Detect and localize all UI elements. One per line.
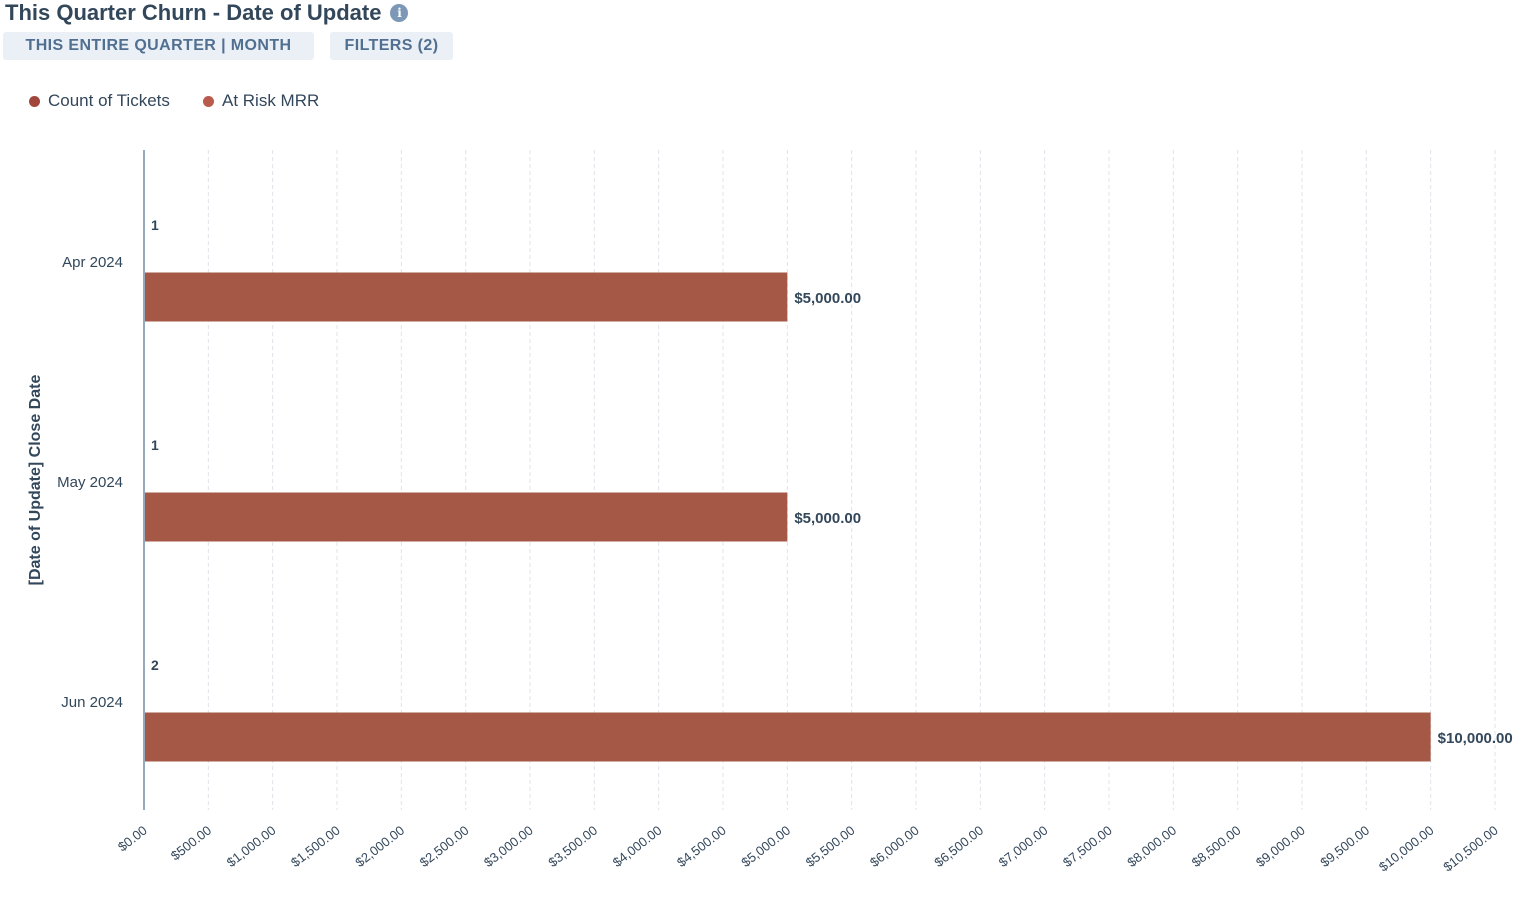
- data-label-mrr: $10,000.00: [1438, 730, 1513, 747]
- y-category-label: May 2024: [57, 474, 123, 491]
- bar-at-risk-mrr[interactable]: [145, 492, 788, 542]
- bar-at-risk-mrr[interactable]: [145, 712, 1431, 762]
- x-tick-label: $8,500.00: [1189, 823, 1244, 870]
- chart-title: This Quarter Churn - Date of Update: [5, 0, 382, 25]
- date-range-filter-button[interactable]: THIS ENTIRE QUARTER | MONTH: [3, 32, 314, 60]
- x-tick-label: $7,500.00: [1060, 823, 1115, 870]
- x-tick-label: $9,000.00: [1253, 823, 1308, 870]
- x-tick-label: $500.00: [168, 823, 214, 864]
- legend-item-count-of-tickets[interactable]: Count of Tickets: [29, 90, 170, 112]
- y-category-label: Apr 2024: [62, 254, 123, 271]
- x-tick-label: $7,000.00: [996, 823, 1051, 870]
- chart-header: This Quarter Churn - Date of Update i: [5, 0, 409, 26]
- x-tick-label: $5,500.00: [803, 823, 858, 870]
- data-label-mrr: $5,000.00: [794, 510, 861, 527]
- x-tick-label: $1,500.00: [288, 823, 343, 870]
- data-label-count: 1: [151, 217, 159, 233]
- data-label-count: 2: [151, 657, 159, 673]
- legend-label-count: Count of Tickets: [48, 91, 170, 110]
- x-tick-label: $6,500.00: [931, 823, 986, 870]
- x-tick-label: $8,000.00: [1124, 823, 1179, 870]
- x-tick-label: $2,000.00: [352, 823, 407, 870]
- data-label-count: 1: [151, 437, 159, 453]
- x-tick-label: $3,500.00: [545, 823, 600, 870]
- data-label-mrr: $5,000.00: [794, 290, 861, 307]
- x-tick-label: $4,500.00: [674, 823, 729, 870]
- x-tick-label: $5,000.00: [738, 823, 793, 870]
- legend-label-mrr: At Risk MRR: [222, 91, 320, 110]
- x-tick-label: $0.00: [115, 823, 150, 855]
- x-tick-label: $9,500.00: [1317, 823, 1372, 870]
- legend-dot-mrr: [203, 95, 214, 107]
- x-tick-label: $2,500.00: [417, 823, 472, 870]
- x-tick-label: $3,000.00: [481, 823, 536, 870]
- x-tick-label: $4,000.00: [610, 823, 665, 870]
- legend-item-at-risk-mrr[interactable]: At Risk MRR: [203, 90, 319, 112]
- legend-dot-count: [29, 95, 40, 107]
- filters-button[interactable]: FILTERS (2): [330, 32, 453, 60]
- x-tick-label: $10,000.00: [1376, 823, 1437, 875]
- bar-at-risk-mrr[interactable]: [145, 272, 788, 322]
- x-tick-label: $6,000.00: [867, 823, 922, 870]
- x-tick-label: $10,500.00: [1440, 823, 1501, 875]
- info-icon[interactable]: i: [390, 4, 409, 22]
- y-axis-title: [Date of Update] Close Date: [27, 375, 44, 586]
- x-tick-label: $1,000.00: [224, 823, 279, 870]
- y-category-label: Jun 2024: [61, 694, 123, 711]
